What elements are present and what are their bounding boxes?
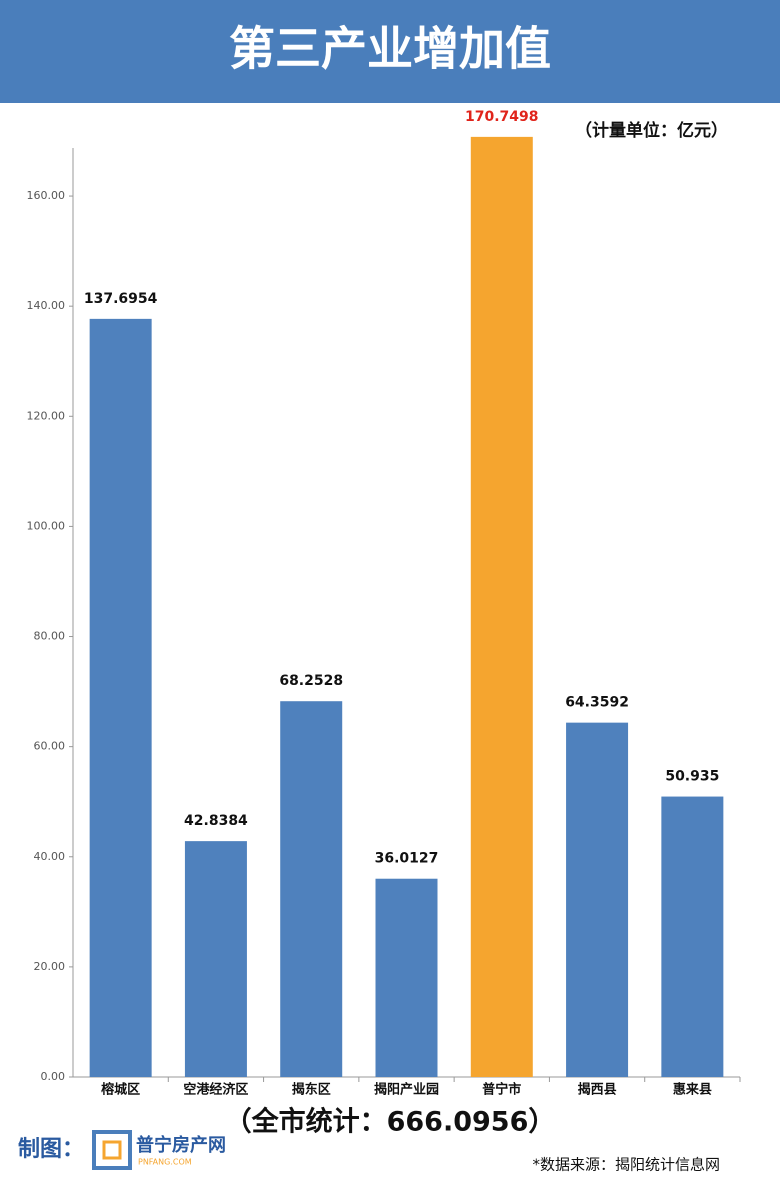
y-tick-label: 100.00	[27, 519, 66, 532]
source: *数据来源：揭阳统计信息网	[532, 1156, 720, 1174]
value-label: 42.8384	[184, 813, 248, 829]
value-label: 137.6954	[84, 291, 158, 307]
y-tick-label: 120.00	[27, 409, 66, 422]
y-tick-label: 60.00	[34, 740, 66, 753]
logo-icon	[102, 1140, 122, 1160]
bar	[375, 878, 438, 1077]
y-tick-label: 80.00	[34, 630, 66, 643]
y-tick-label: 40.00	[34, 850, 66, 863]
header-band	[0, 0, 780, 103]
value-label: 36.0127	[375, 851, 439, 867]
bar	[470, 136, 533, 1077]
logo-text: 普宁房产网	[136, 1134, 226, 1156]
made-by: 制图：	[18, 1137, 84, 1162]
x-tick-label: 惠来县	[673, 1082, 712, 1098]
value-label: 170.7498	[465, 109, 539, 125]
bar	[566, 722, 629, 1077]
bar	[661, 796, 724, 1077]
logo-sub: PNFANG.COM	[138, 1158, 192, 1167]
y-tick-label: 0.00	[41, 1070, 66, 1083]
value-label: 64.3592	[565, 695, 629, 711]
value-label: 50.935	[665, 769, 719, 785]
x-tick-label: 空港经济区	[183, 1082, 248, 1098]
value-label: 68.2528	[279, 673, 343, 689]
y-tick-label: 20.00	[34, 960, 66, 973]
x-tick-label: 普宁市	[482, 1082, 521, 1098]
bar	[184, 841, 247, 1077]
bar	[89, 318, 152, 1077]
bar	[280, 701, 343, 1077]
x-tick-label: 揭阳产业园	[374, 1082, 439, 1098]
chart-title: 第三产业增加值	[229, 22, 551, 76]
y-tick-label: 140.00	[27, 299, 66, 312]
x-tick-label: 揭西县	[578, 1082, 617, 1098]
y-tick-label: 160.00	[27, 189, 66, 202]
total-label: （全市统计：666.0956）	[225, 1106, 556, 1138]
unit-label: （计量单位：亿元）	[575, 120, 728, 141]
x-tick-label: 榕城区	[101, 1082, 140, 1098]
logo-icon	[92, 1130, 132, 1170]
x-tick-label: 揭东区	[292, 1082, 331, 1098]
